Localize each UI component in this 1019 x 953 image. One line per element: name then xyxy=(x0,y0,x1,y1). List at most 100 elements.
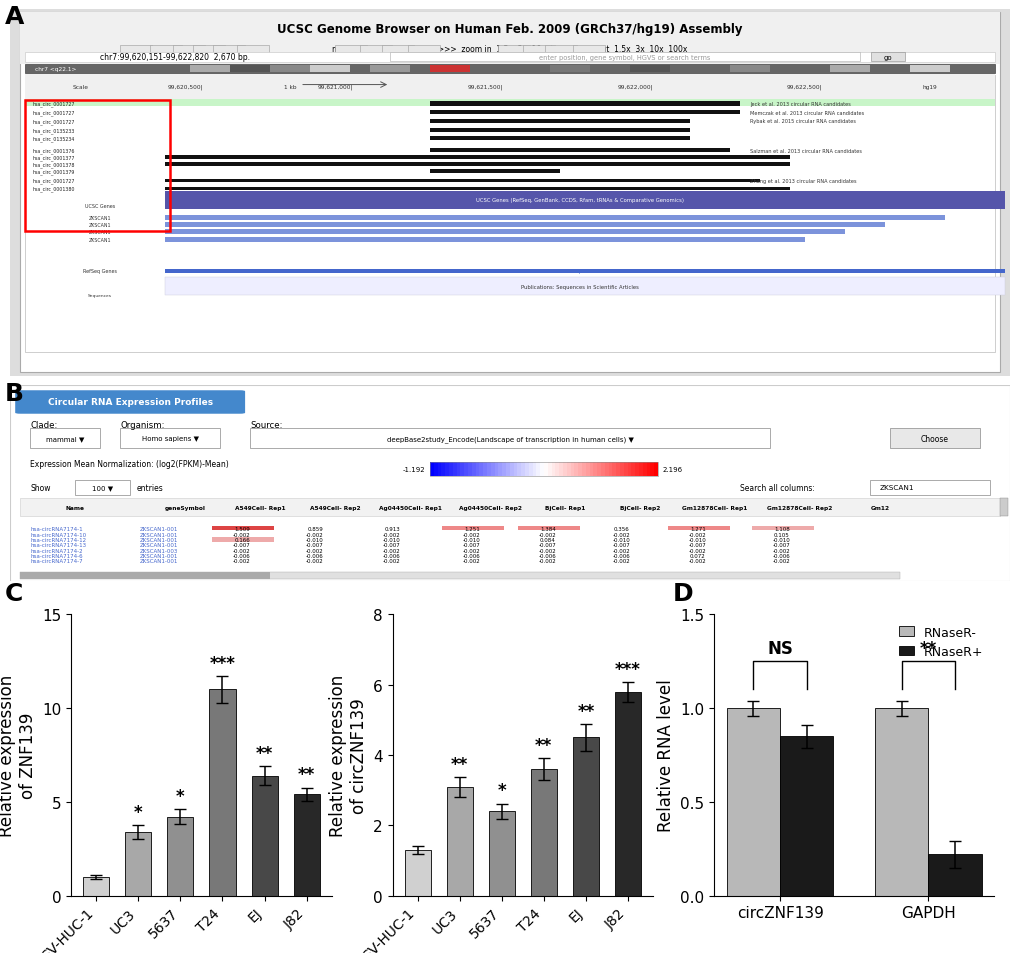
Text: hsa_circ_0001379: hsa_circ_0001379 xyxy=(33,170,74,175)
Bar xyxy=(630,66,669,73)
Bar xyxy=(593,462,596,476)
Text: NS: NS xyxy=(766,639,793,658)
Text: ZKSCAN1-001: ZKSCAN1-001 xyxy=(140,558,178,564)
Text: -0.002: -0.002 xyxy=(306,548,324,553)
Text: 1.509: 1.509 xyxy=(234,526,250,531)
Bar xyxy=(84,877,109,896)
Text: hsa-circRNA7174-13: hsa-circRNA7174-13 xyxy=(31,542,87,548)
Bar xyxy=(165,156,789,160)
Text: -0.002: -0.002 xyxy=(772,548,790,553)
Text: hsa-circRNA7174-12: hsa-circRNA7174-12 xyxy=(31,537,87,542)
Text: A549Cell- Rep1: A549Cell- Rep1 xyxy=(234,505,285,510)
Bar xyxy=(165,192,1004,210)
Bar xyxy=(620,462,624,476)
Text: ZKSCAN1-003: ZKSCAN1-003 xyxy=(140,548,178,553)
Bar xyxy=(562,462,567,476)
Bar xyxy=(460,462,464,476)
Bar xyxy=(120,429,220,449)
Bar xyxy=(638,462,642,476)
Bar xyxy=(604,462,608,476)
Bar xyxy=(927,855,981,896)
Bar xyxy=(667,526,730,531)
Text: hg19: hg19 xyxy=(921,85,936,90)
Text: mammal ▼: mammal ▼ xyxy=(46,436,85,441)
Text: -0.002: -0.002 xyxy=(306,558,324,564)
Text: ZKSCAN1: ZKSCAN1 xyxy=(89,237,111,242)
Text: -1.192: -1.192 xyxy=(403,467,425,473)
Text: A549Cell- Rep2: A549Cell- Rep2 xyxy=(310,505,360,510)
Bar xyxy=(570,462,574,476)
Text: Name: Name xyxy=(65,505,85,510)
Bar xyxy=(452,462,457,476)
FancyBboxPatch shape xyxy=(870,52,904,62)
Bar xyxy=(190,66,230,73)
Bar xyxy=(165,278,1004,295)
Text: -0.002: -0.002 xyxy=(233,532,251,537)
Bar xyxy=(472,462,475,476)
Text: geneSymbol: geneSymbol xyxy=(164,505,206,510)
Y-axis label: Relative expression
of circZNF139: Relative expression of circZNF139 xyxy=(328,674,367,837)
Text: -0.007: -0.007 xyxy=(233,542,251,548)
Text: 1.271: 1.271 xyxy=(690,526,705,531)
Text: -0.002: -0.002 xyxy=(689,558,706,564)
Text: -0.002: -0.002 xyxy=(612,532,630,537)
Text: -0.002: -0.002 xyxy=(306,532,324,537)
Text: **: ** xyxy=(919,639,936,658)
Bar xyxy=(25,74,994,99)
Text: -0.007: -0.007 xyxy=(612,542,630,548)
Legend: RNaseR-, RNaseR+: RNaseR-, RNaseR+ xyxy=(893,621,987,663)
Text: 1.384: 1.384 xyxy=(540,526,555,531)
Bar xyxy=(212,537,274,542)
Bar xyxy=(25,101,170,232)
Bar xyxy=(627,462,631,476)
Text: -0.006: -0.006 xyxy=(772,554,790,558)
Text: hsa_circ_0001727: hsa_circ_0001727 xyxy=(33,111,74,116)
Text: 99,622,000|: 99,622,000| xyxy=(616,84,652,90)
Bar xyxy=(430,66,470,73)
Text: chr7:99,620,151-99,622,820  2,670 bp.: chr7:99,620,151-99,622,820 2,670 bp. xyxy=(100,53,250,62)
Text: -0.002: -0.002 xyxy=(539,532,556,537)
Text: BjCell- Rep2: BjCell- Rep2 xyxy=(620,505,659,510)
Text: Salzman et al. 2013 circular RNA candidates: Salzman et al. 2013 circular RNA candida… xyxy=(749,149,861,153)
Text: Choose: Choose xyxy=(920,435,948,443)
Text: 0.072: 0.072 xyxy=(690,554,705,558)
Bar xyxy=(165,230,844,235)
Bar xyxy=(167,817,194,896)
Bar xyxy=(446,787,472,896)
Text: deepBase2study_Encode(Landscape of transcription in human cells) ▼: deepBase2study_Encode(Landscape of trans… xyxy=(386,436,633,442)
Bar xyxy=(889,429,979,449)
Bar xyxy=(525,462,528,476)
FancyBboxPatch shape xyxy=(236,46,269,57)
Bar xyxy=(624,462,627,476)
Text: -0.002: -0.002 xyxy=(539,548,556,553)
Bar xyxy=(589,462,593,476)
Bar xyxy=(547,462,551,476)
Text: -0.007: -0.007 xyxy=(689,542,706,548)
Text: -0.010: -0.010 xyxy=(612,537,630,542)
Bar xyxy=(585,462,589,476)
Bar xyxy=(20,573,899,579)
Text: -0.002: -0.002 xyxy=(689,532,706,537)
Bar xyxy=(540,462,543,476)
Text: ZKSCAN1-001: ZKSCAN1-001 xyxy=(140,532,178,537)
Bar xyxy=(501,462,505,476)
Bar xyxy=(650,462,653,476)
Bar xyxy=(252,776,277,896)
Bar xyxy=(518,526,580,531)
Text: -0.006: -0.006 xyxy=(233,554,251,558)
Text: 99,621,000|: 99,621,000| xyxy=(317,84,353,90)
Text: -0.006: -0.006 xyxy=(383,554,400,558)
Bar xyxy=(510,462,514,476)
Text: move  <<<  <<  <  >  >>  >>>  zoom in  1.5x  3x  10x  base  zoom out  1.5x  3x  : move <<< << < > >> >>> zoom in 1.5x 3x 1… xyxy=(332,46,687,54)
Text: -0.006: -0.006 xyxy=(612,554,630,558)
Bar xyxy=(635,462,638,476)
Bar xyxy=(441,462,444,476)
Bar xyxy=(521,462,525,476)
Text: Ag04450Cell- Rep2: Ag04450Cell- Rep2 xyxy=(459,505,521,510)
Text: BjCell- Rep1: BjCell- Rep1 xyxy=(544,505,585,510)
Text: 0.105: 0.105 xyxy=(773,532,789,537)
Bar xyxy=(433,462,437,476)
Bar xyxy=(600,462,604,476)
Y-axis label: Relative expression
of ZNF139: Relative expression of ZNF139 xyxy=(0,674,37,837)
Text: ZKSCAN1: ZKSCAN1 xyxy=(89,215,111,220)
